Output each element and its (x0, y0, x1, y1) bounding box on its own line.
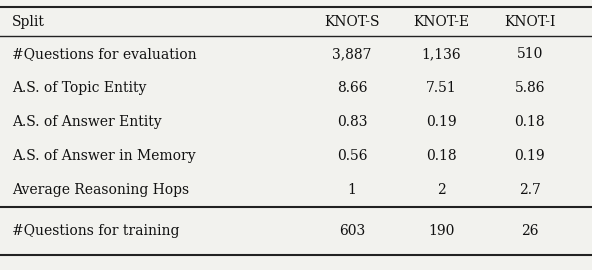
Text: 7.51: 7.51 (426, 81, 456, 95)
Text: 603: 603 (339, 224, 365, 238)
Text: 2: 2 (437, 183, 445, 197)
Text: 0.19: 0.19 (514, 149, 545, 163)
Text: 2.7: 2.7 (519, 183, 540, 197)
Text: 8.66: 8.66 (337, 81, 368, 95)
Text: 26: 26 (521, 224, 539, 238)
Text: A.S. of Answer in Memory: A.S. of Answer in Memory (12, 149, 195, 163)
Text: A.S. of Topic Entity: A.S. of Topic Entity (12, 81, 146, 95)
Text: Split: Split (12, 15, 45, 29)
Text: 190: 190 (428, 224, 454, 238)
Text: #Questions for training: #Questions for training (12, 224, 179, 238)
Text: #Questions for evaluation: #Questions for evaluation (12, 47, 197, 61)
Text: KNOT-S: KNOT-S (324, 15, 380, 29)
Text: 510: 510 (517, 47, 543, 61)
Text: 0.18: 0.18 (514, 115, 545, 129)
Text: 0.56: 0.56 (337, 149, 368, 163)
Text: 0.83: 0.83 (337, 115, 368, 129)
Text: A.S. of Answer Entity: A.S. of Answer Entity (12, 115, 162, 129)
Text: 0.19: 0.19 (426, 115, 456, 129)
Text: 1,136: 1,136 (422, 47, 461, 61)
Text: KNOT-E: KNOT-E (413, 15, 469, 29)
Text: 0.18: 0.18 (426, 149, 456, 163)
Text: 3,887: 3,887 (333, 47, 372, 61)
Text: 1: 1 (348, 183, 356, 197)
Text: Average Reasoning Hops: Average Reasoning Hops (12, 183, 189, 197)
Text: KNOT-I: KNOT-I (504, 15, 555, 29)
Text: 5.86: 5.86 (514, 81, 545, 95)
